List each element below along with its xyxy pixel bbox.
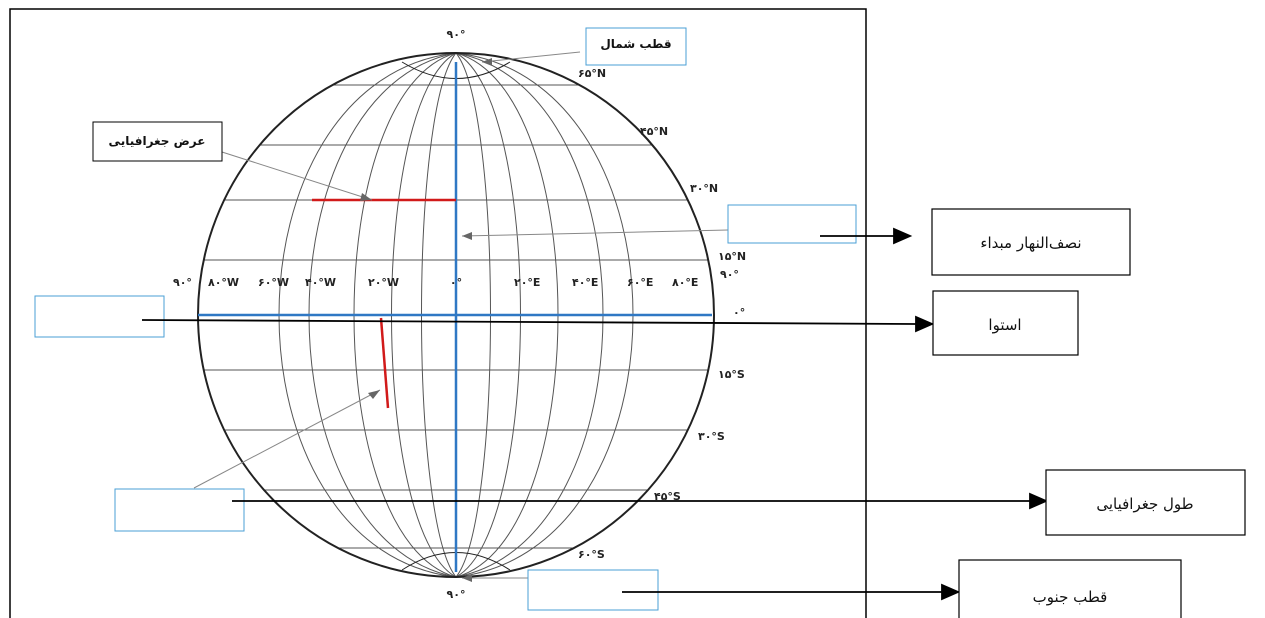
term-equator: استوا	[988, 316, 1021, 334]
lat-label-15s: ۱۵°S	[718, 368, 745, 381]
longitude-marker	[379, 317, 390, 409]
lat-label-90-right: ۹۰°	[720, 268, 739, 281]
answer-box-prime-meridian[interactable]	[727, 204, 857, 244]
lat-label-equator: ۰°	[733, 306, 745, 319]
leader-lines	[193, 51, 729, 579]
globe	[197, 52, 715, 578]
term-south-pole: قطب جنوب	[1033, 588, 1108, 606]
term-prime-meridian: نصف‌النهار مبداء	[980, 234, 1081, 252]
term-box-prime-meridian	[931, 208, 1131, 276]
answer-box-longitude[interactable]	[114, 488, 245, 532]
lat-label-bottom: ۹۰°	[447, 588, 466, 601]
answer-box-south-pole[interactable]	[527, 569, 659, 611]
lon-label-20e: ۲۰°E	[514, 276, 540, 289]
lat-label-15n: ۱۵°N	[718, 250, 746, 263]
north-pole-label: قطب شمال	[600, 37, 671, 51]
lat-label-45n: ۴۵°N	[640, 125, 668, 138]
term-longitude: طول جغرافیایی	[1096, 495, 1193, 513]
north-pole-callout	[585, 27, 687, 66]
term-box-longitude	[1045, 469, 1246, 536]
connector-arrows	[141, 227, 1049, 601]
lon-label-20w: ۲۰°W	[368, 276, 399, 289]
lon-label-80w: ۸۰°W	[208, 276, 239, 289]
answer-box-equator[interactable]	[34, 295, 165, 338]
lon-label-60e: ۶۰°E	[627, 276, 653, 289]
lat-label-65n: ۶۵°N	[578, 67, 606, 80]
lat-label-top: ۹۰°	[447, 28, 466, 41]
lon-label-90w: ۹۰°	[173, 276, 192, 289]
lon-label-80e: ۸۰°E	[672, 276, 698, 289]
lat-label-45s: ۴۵°S	[654, 490, 681, 503]
term-box-equator	[932, 290, 1079, 356]
lon-label-40e: ۴۰°E	[572, 276, 598, 289]
lon-label-0: ۰°	[450, 276, 462, 289]
term-box-south-pole	[958, 559, 1182, 618]
latitude-callout	[92, 121, 223, 162]
lat-label-60s: ۶۰°S	[578, 548, 605, 561]
lon-label-60w: ۶۰°W	[258, 276, 289, 289]
diagram-frame	[9, 8, 867, 618]
latitude-label: عرض جغرافیایی	[109, 134, 206, 148]
lon-label-40w: ۴۰°W	[305, 276, 336, 289]
leader-arrowheads	[360, 58, 492, 582]
lat-label-30n: ۳۰°N	[690, 182, 718, 195]
lat-label-30s: ۳۰°S	[698, 430, 725, 443]
